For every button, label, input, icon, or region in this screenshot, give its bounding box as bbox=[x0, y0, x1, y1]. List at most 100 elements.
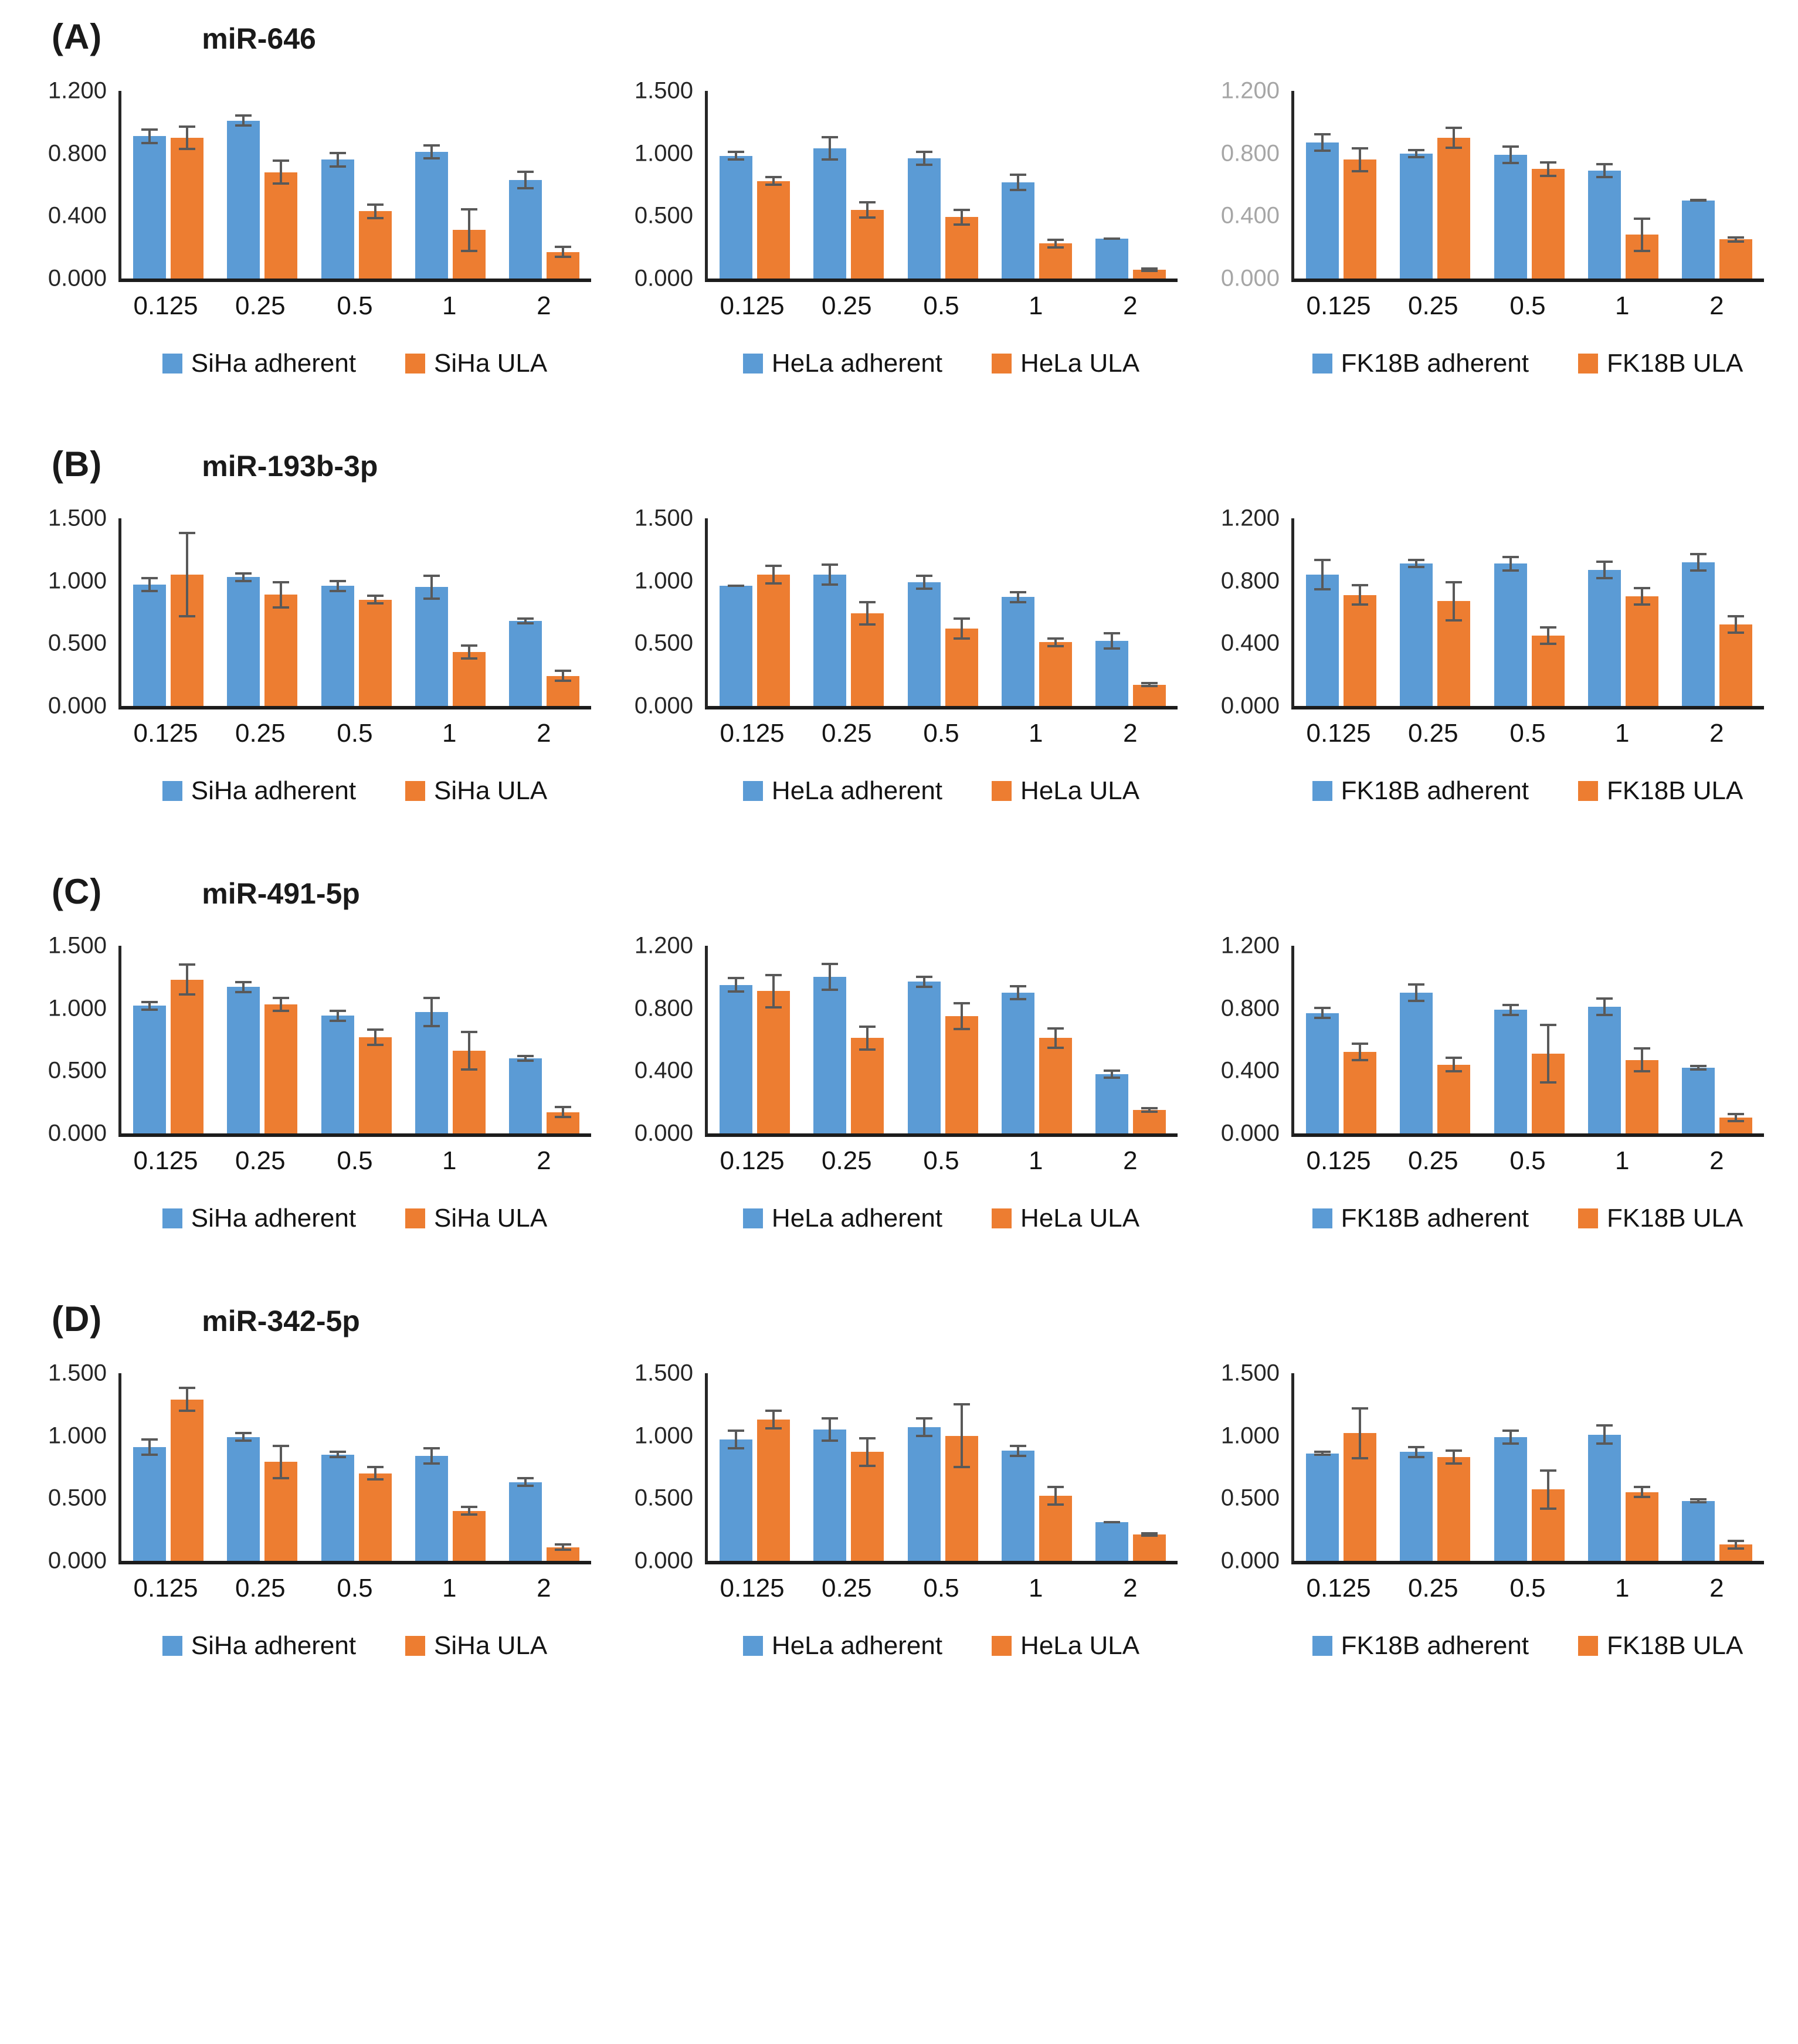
x-tick-label: 0.125 bbox=[720, 291, 785, 320]
y-axis: 1.200 0.800 0.400 0.000 bbox=[1202, 933, 1291, 1146]
error-bar-cap bbox=[273, 1477, 290, 1480]
bar-adherent-2 bbox=[1681, 562, 1715, 706]
error-bar-line bbox=[374, 1465, 376, 1481]
error-bar-line bbox=[1546, 626, 1549, 645]
bar-group bbox=[1388, 518, 1482, 706]
y-tick-label: 0.400 bbox=[634, 1057, 693, 1084]
legend: HeLa adherent HeLa ULA bbox=[705, 1204, 1178, 1233]
error-bar-cap bbox=[1690, 1500, 1707, 1503]
error-bar-line bbox=[1359, 1043, 1362, 1062]
error-bar-cap bbox=[953, 223, 970, 226]
error-bar bbox=[1690, 1498, 1707, 1503]
error-bar bbox=[915, 151, 932, 166]
legend-label: SiHa adherent bbox=[191, 776, 357, 805]
error-bar bbox=[179, 125, 196, 151]
error-bar-cap bbox=[1596, 1442, 1613, 1445]
bar-adherent-0.125 bbox=[1306, 1013, 1339, 1133]
chart-body: 1.500 1.000 0.500 0.000 0.125 0.25 0.5 1 2 bbox=[29, 933, 591, 1176]
x-tick-label: 0.25 bbox=[1407, 291, 1458, 320]
legend-label: HeLa ULA bbox=[1020, 776, 1140, 805]
bar-ula-0.5 bbox=[358, 1473, 392, 1561]
error-bar-cap bbox=[1727, 236, 1744, 239]
error-bar-line bbox=[1016, 1444, 1019, 1457]
bar-slot bbox=[757, 518, 791, 706]
legend-item-ula: FK18B ULA bbox=[1578, 1204, 1743, 1233]
error-bar bbox=[953, 1002, 970, 1030]
x-tick-label: 0.125 bbox=[720, 1574, 785, 1602]
x-tick-label: 0.25 bbox=[821, 719, 872, 748]
figure: (A) miR-646 1.200 0.800 0.400 0.000 0.125 0.2… bbox=[29, 17, 1764, 1661]
error-bar bbox=[517, 171, 534, 189]
bar-slot bbox=[1095, 91, 1128, 279]
bar-adherent-0.5 bbox=[907, 158, 941, 279]
error-bar bbox=[1009, 984, 1026, 1001]
error-bar-cap bbox=[235, 980, 252, 983]
bar-adherent-0.5 bbox=[321, 159, 354, 279]
x-tick-label: 1 bbox=[1614, 291, 1630, 320]
bar-group bbox=[1670, 1373, 1764, 1561]
error-bar bbox=[235, 114, 252, 127]
error-bar-cap bbox=[141, 128, 158, 131]
error-bar-cap bbox=[517, 171, 534, 173]
chart-body: 1.500 1.000 0.500 0.000 0.125 0.25 0.5 1 2 bbox=[616, 78, 1178, 321]
bar-slot bbox=[1001, 1373, 1034, 1561]
x-axis-labels: 0.125 0.25 0.5 1 2 bbox=[1291, 291, 1764, 321]
error-bar-cap bbox=[822, 583, 839, 586]
error-bar-cap bbox=[423, 1024, 440, 1027]
bar-slot bbox=[1095, 946, 1128, 1133]
bar-slot bbox=[757, 91, 791, 279]
error-bar-line bbox=[866, 600, 869, 626]
bar-ula-1 bbox=[1625, 1492, 1658, 1561]
error-bar bbox=[1690, 199, 1707, 202]
y-tick-label: 0.500 bbox=[1220, 1485, 1280, 1511]
error-bar-cap bbox=[141, 577, 158, 580]
bar-group bbox=[1670, 91, 1764, 279]
legend-swatch-ula bbox=[992, 781, 1012, 801]
error-bar-cap bbox=[859, 1048, 876, 1051]
bar-group bbox=[121, 91, 215, 279]
bar-adherent-1 bbox=[1001, 993, 1034, 1133]
legend: FK18B adherent FK18B ULA bbox=[1291, 349, 1764, 378]
bar-adherent-0.125 bbox=[133, 1447, 167, 1561]
error-bar-line bbox=[866, 201, 869, 219]
error-bar-line bbox=[829, 563, 832, 586]
error-bar-line bbox=[866, 1026, 869, 1051]
error-bar-cap bbox=[765, 184, 782, 186]
bar-ula-1 bbox=[1039, 1496, 1072, 1561]
error-bar-cap bbox=[367, 1028, 384, 1031]
legend-swatch-adherent bbox=[1312, 354, 1332, 374]
bar-group bbox=[895, 946, 989, 1133]
legend-swatch-ula bbox=[405, 781, 426, 801]
bar-ula-0.125 bbox=[171, 979, 204, 1133]
error-bar-cap bbox=[1633, 603, 1650, 606]
error-bar-cap bbox=[179, 125, 196, 128]
error-bar-cap bbox=[953, 208, 970, 211]
bar-slot bbox=[945, 518, 978, 706]
error-bar-cap bbox=[141, 141, 158, 144]
bar-slot bbox=[1132, 518, 1166, 706]
bar-slot bbox=[907, 946, 941, 1133]
chart-body: 1.500 1.000 0.500 0.000 0.125 0.25 0.5 1 2 bbox=[616, 505, 1178, 748]
legend-label: SiHa adherent bbox=[191, 349, 357, 378]
legend-label: SiHa ULA bbox=[434, 1631, 548, 1660]
panel-title: miR-193b-3p bbox=[202, 450, 378, 483]
bar-slot bbox=[415, 946, 448, 1133]
error-bar-line bbox=[242, 1432, 245, 1442]
error-bar-cap bbox=[915, 587, 932, 590]
error-bar bbox=[1446, 1057, 1463, 1072]
x-tick-label: 2 bbox=[1123, 1574, 1138, 1602]
error-bar-line bbox=[1734, 615, 1737, 634]
error-bar-line bbox=[772, 176, 775, 186]
error-bar-cap bbox=[1314, 588, 1331, 590]
error-bar-line bbox=[1603, 997, 1606, 1016]
legend: HeLa adherent HeLa ULA bbox=[705, 1631, 1178, 1661]
bar-adherent-0.5 bbox=[321, 586, 354, 706]
y-tick-label: 1.000 bbox=[634, 1422, 693, 1449]
error-bar bbox=[423, 1447, 440, 1465]
error-bar-cap bbox=[765, 1427, 782, 1430]
y-tick-label: 1.500 bbox=[634, 505, 693, 531]
error-bar-line bbox=[524, 617, 527, 625]
error-bar bbox=[367, 1028, 384, 1046]
error-bar-cap bbox=[460, 1031, 477, 1034]
legend-label: HeLa ULA bbox=[1020, 1204, 1140, 1232]
